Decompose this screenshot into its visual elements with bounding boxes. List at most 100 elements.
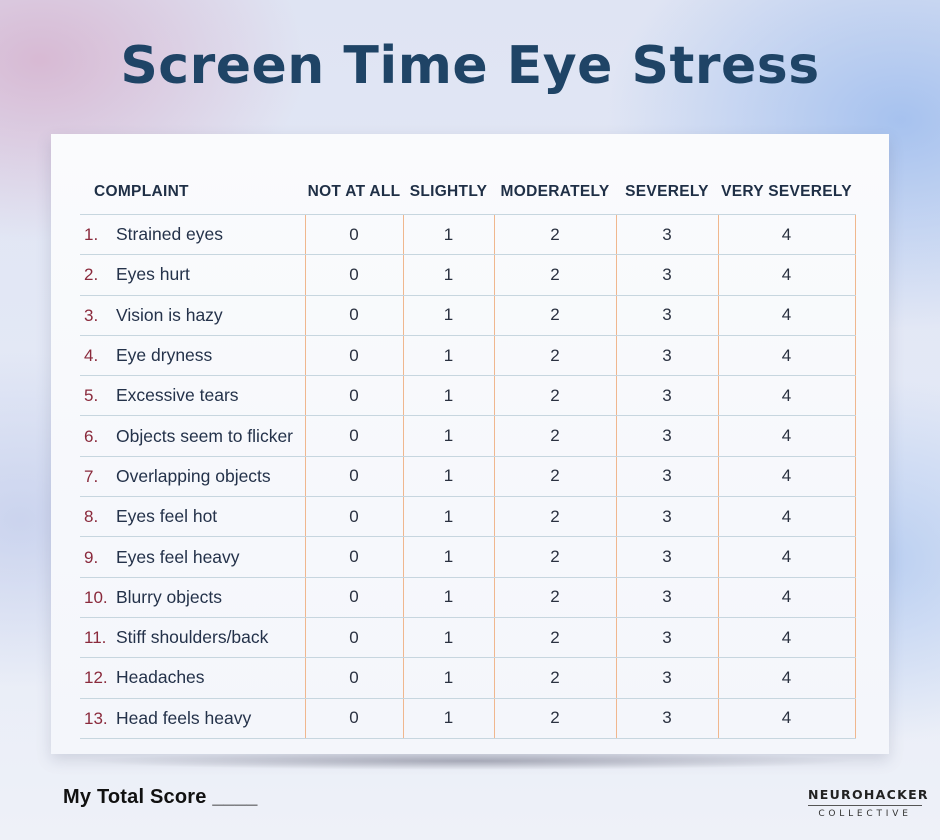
score-option[interactable]: 0 [304,335,403,377]
score-option[interactable]: 0 [304,295,403,336]
score-option[interactable]: 0 [304,254,403,296]
complaint-cell: 6. Objects seem to flicker [80,415,305,457]
score-option[interactable]: 0 [304,456,403,498]
score-option[interactable]: 4 [717,456,856,498]
eye-stress-table: COMPLAINT NOT AT ALL SLIGHTLY MODERATELY… [80,170,856,739]
score-option[interactable]: 3 [615,698,718,739]
complaint-label: Headaches [116,667,205,688]
score-option[interactable]: 1 [402,415,494,457]
score-option[interactable]: 4 [717,415,856,457]
total-score-label: My Total Score ____ [63,786,258,808]
score-option[interactable]: 3 [615,254,718,296]
score-option[interactable]: 3 [615,375,718,417]
score-option[interactable]: 4 [717,214,856,256]
score-option[interactable]: 1 [402,536,494,578]
score-option[interactable]: 3 [615,335,718,377]
brand-subtitle: COLLECTIVE [818,809,912,819]
score-option[interactable]: 3 [615,657,718,699]
score-option[interactable]: 0 [304,698,403,739]
score-option[interactable]: 3 [615,536,718,578]
complaint-cell: 3. Vision is hazy [80,295,305,336]
score-option[interactable]: 4 [717,536,856,578]
complaint-cell: 5. Excessive tears [80,375,305,417]
score-option[interactable]: 2 [493,254,616,296]
table-row: 10. Blurry objects 0 1 2 3 4 [80,577,856,618]
score-option[interactable]: 4 [717,577,856,618]
header-slightly: SLIGHTLY [403,170,494,215]
score-option[interactable]: 4 [717,254,856,296]
table-row: 13. Head feels heavy 0 1 2 3 4 [80,698,856,739]
complaint-label: Blurry objects [116,586,223,607]
score-option[interactable]: 3 [615,295,718,336]
score-option[interactable]: 4 [717,617,856,659]
complaint-label: Excessive tears [116,385,239,406]
score-option[interactable]: 4 [717,496,856,538]
score-option[interactable]: 1 [402,698,494,739]
score-option[interactable]: 1 [402,657,494,699]
score-option[interactable]: 4 [717,335,856,377]
score-option[interactable]: 2 [493,698,616,739]
score-option[interactable]: 3 [615,456,718,498]
header-complaint: COMPLAINT [80,170,305,215]
score-option[interactable]: 4 [717,375,856,417]
score-option[interactable]: 3 [615,496,718,538]
row-number: 6. [84,426,99,446]
score-option[interactable]: 0 [304,496,403,538]
card-shadow [80,752,860,770]
score-option[interactable]: 4 [717,657,856,699]
complaint-cell: 13. Head feels heavy [80,698,305,739]
score-option[interactable]: 1 [402,214,494,256]
table-row: 11. Stiff shoulders/back 0 1 2 3 4 [80,617,856,659]
score-option[interactable]: 0 [304,536,403,578]
score-option[interactable]: 1 [402,254,494,296]
table-row: 9. Eyes feel heavy 0 1 2 3 4 [80,536,856,578]
table-row: 4. Eye dryness 0 1 2 3 4 [80,335,856,377]
score-option[interactable]: 0 [304,577,403,618]
score-option[interactable]: 3 [615,577,718,618]
row-number: 4. [84,346,99,366]
score-option[interactable]: 2 [493,415,616,457]
score-option[interactable]: 2 [493,375,616,417]
score-option[interactable]: 1 [402,375,494,417]
table-row: 1. Strained eyes 0 1 2 3 4 [80,214,856,256]
row-number: 2. [84,265,99,285]
score-option[interactable]: 2 [493,577,616,618]
score-option[interactable]: 0 [304,214,403,256]
score-option[interactable]: 2 [493,295,616,336]
score-option[interactable]: 1 [402,496,494,538]
score-option[interactable]: 1 [402,617,494,659]
score-option[interactable]: 1 [402,577,494,618]
complaint-cell: 11. Stiff shoulders/back [80,617,305,659]
score-option[interactable]: 1 [402,335,494,377]
complaint-cell: 1. Strained eyes [80,214,305,256]
score-option[interactable]: 4 [717,295,856,336]
row-number: 12. [84,668,108,688]
score-option[interactable]: 2 [493,335,616,377]
score-option[interactable]: 0 [304,415,403,457]
score-option[interactable]: 2 [493,617,616,659]
header-moderately: MODERATELY [494,170,616,215]
table-row: 2. Eyes hurt 0 1 2 3 4 [80,254,856,296]
score-option[interactable]: 3 [615,617,718,659]
row-number: 7. [84,466,99,486]
score-option[interactable]: 4 [717,698,856,739]
brand-divider [808,805,922,806]
table-row: 5. Excessive tears 0 1 2 3 4 [80,375,856,417]
score-option[interactable]: 2 [493,496,616,538]
score-option[interactable]: 3 [615,214,718,256]
score-option[interactable]: 1 [402,295,494,336]
score-option[interactable]: 1 [402,456,494,498]
score-option[interactable]: 2 [493,657,616,699]
table-row: 3. Vision is hazy 0 1 2 3 4 [80,295,856,336]
score-option[interactable]: 2 [493,214,616,256]
score-option[interactable]: 0 [304,657,403,699]
complaint-label: Eye dryness [116,345,213,366]
score-option[interactable]: 2 [493,536,616,578]
page-title: Screen Time Eye Stress [120,36,820,96]
complaint-cell: 4. Eye dryness [80,335,305,377]
score-option[interactable]: 0 [304,617,403,659]
score-option[interactable]: 3 [615,415,718,457]
complaint-label: Overlapping objects [116,465,271,486]
score-option[interactable]: 2 [493,456,616,498]
score-option[interactable]: 0 [304,375,403,417]
